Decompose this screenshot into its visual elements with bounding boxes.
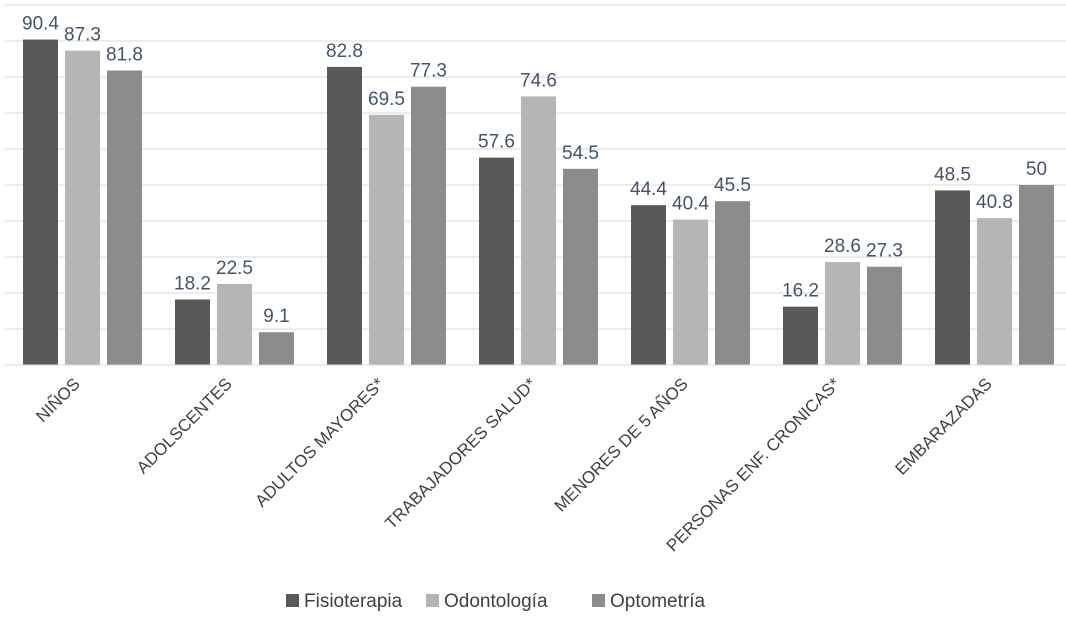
bar xyxy=(715,201,750,365)
data-label: 74.6 xyxy=(520,70,557,91)
bar xyxy=(65,50,100,365)
bar xyxy=(217,284,252,365)
data-label: 81.8 xyxy=(106,45,143,66)
data-label: 22.5 xyxy=(216,258,253,279)
data-label: 54.5 xyxy=(562,143,599,164)
bar xyxy=(783,306,818,365)
bar xyxy=(673,219,708,365)
data-label: 82.8 xyxy=(326,41,363,62)
x-tick-label: NIÑOS xyxy=(32,374,84,426)
bar xyxy=(521,96,556,365)
x-tick-label: EMBARAZADAS xyxy=(892,374,996,478)
data-label: 45.5 xyxy=(714,175,751,196)
data-label: 27.3 xyxy=(866,241,903,262)
data-label: 57.6 xyxy=(478,132,515,153)
bar xyxy=(327,66,362,366)
data-label: 40.8 xyxy=(976,192,1013,213)
data-label: 28.6 xyxy=(824,236,861,257)
bar xyxy=(867,266,902,365)
legend-label: Odontología xyxy=(444,591,548,612)
data-label: 69.5 xyxy=(368,89,405,110)
data-label: 40.4 xyxy=(672,194,709,215)
x-tick-labels: NIÑOS ADOLSCENTES ADULTOS MAYORES*TRABAJAD… xyxy=(32,374,996,555)
bar xyxy=(563,168,598,365)
data-label: 50 xyxy=(1026,159,1047,180)
x-tick-label: TRABAJADORES SALUD* xyxy=(381,374,540,533)
x-tick-label: ADULTOS MAYORES* xyxy=(251,374,388,511)
bar xyxy=(1019,185,1054,365)
legend-label: Optometría xyxy=(610,591,705,612)
data-label: 44.4 xyxy=(630,179,667,200)
x-tick-label: ADOLSCENTES xyxy=(133,374,236,477)
data-label: 77.3 xyxy=(410,61,447,82)
bar xyxy=(977,218,1012,365)
bars xyxy=(23,39,1054,366)
bar xyxy=(259,332,294,365)
bar xyxy=(479,157,514,365)
data-labels: 90.487.381.8 18.222.5 9.1 82.8 69.577.3 57.6 7… xyxy=(22,14,1047,328)
x-tick-label: PERSONAS ENF. CRONICAS* xyxy=(663,374,844,555)
legend-label: Fisioterapia xyxy=(304,591,403,612)
data-label: 48.5 xyxy=(934,164,971,185)
bar xyxy=(107,70,142,366)
data-label: 90.4 xyxy=(22,14,59,35)
bar xyxy=(175,299,210,365)
data-label: 18.2 xyxy=(174,273,211,294)
bar xyxy=(631,205,666,365)
legend-swatch xyxy=(286,594,299,607)
x-tick-label: MENORES DE 5 AÑOS xyxy=(551,374,692,515)
bar xyxy=(411,86,446,365)
legend: Fisioterapia Odontología Optometría xyxy=(286,591,705,612)
legend-swatch xyxy=(426,594,439,607)
legend-swatch xyxy=(592,594,605,607)
bar xyxy=(369,114,404,365)
data-label: 16.2 xyxy=(782,281,819,302)
bar xyxy=(825,262,860,365)
data-label: 9.1 xyxy=(263,306,289,327)
data-label: 87.3 xyxy=(64,25,101,46)
bar xyxy=(935,190,970,365)
bar xyxy=(23,39,58,366)
